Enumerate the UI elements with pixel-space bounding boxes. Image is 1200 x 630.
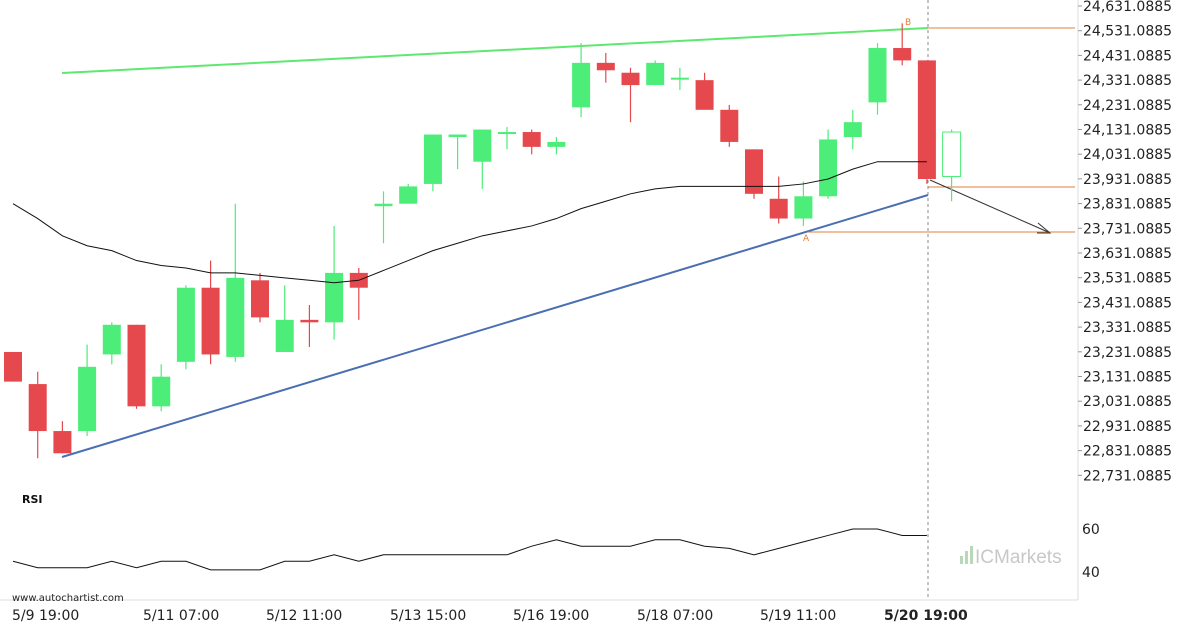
candle-up <box>819 139 838 197</box>
brand-logo: ICMarkets <box>960 546 1062 568</box>
brand-text: ICMarkets <box>975 547 1062 568</box>
candle-down <box>893 48 912 61</box>
y-tick-label: 23,131.0885 <box>1083 370 1172 386</box>
projection-arrowhead <box>1037 222 1052 234</box>
candle-down <box>769 198 788 219</box>
candle-down <box>300 319 319 323</box>
y-tick-label: 23,831.0885 <box>1083 197 1172 213</box>
candle-up <box>843 122 862 137</box>
candle-down <box>127 324 146 407</box>
candle-down <box>695 80 714 110</box>
y-tick-label: 23,431.0885 <box>1083 295 1172 311</box>
candle-down <box>745 149 763 194</box>
x-tick-label: 5/19 11:00 <box>760 608 836 624</box>
x-tick-label: 5/18 07:00 <box>637 608 713 624</box>
candle-up <box>498 132 516 135</box>
y-tick-label: 24,631.0885 <box>1083 0 1172 15</box>
candle-down <box>621 72 640 86</box>
y-tick-label: 22,731.0885 <box>1083 468 1172 484</box>
point-b-label: B <box>905 18 911 28</box>
x-tick-label: 5/13 15:00 <box>390 608 466 624</box>
x-tick-label: 5/9 19:00 <box>12 608 79 624</box>
candle-down <box>720 109 739 142</box>
y-tick-label: 23,631.0885 <box>1083 246 1172 262</box>
y-tick-label: 23,331.0885 <box>1083 320 1172 336</box>
upper-trendline <box>61 27 929 74</box>
rsi-tick-60: 60 <box>1082 522 1100 538</box>
y-tick-label: 22,831.0885 <box>1083 444 1172 460</box>
candle-down <box>917 60 936 179</box>
candle-down <box>53 431 72 454</box>
candle-down <box>251 280 269 318</box>
candle-down <box>522 132 541 147</box>
candle-up <box>152 376 171 407</box>
candle-up <box>646 62 665 86</box>
y-tick-label: 22,931.0885 <box>1083 419 1172 435</box>
candle-up <box>473 129 492 162</box>
candle-up <box>794 196 813 219</box>
x-tick-label: 5/11 07:00 <box>143 608 219 624</box>
candles <box>4 23 962 459</box>
rsi-line <box>12 528 927 571</box>
y-tick-label: 24,531.0885 <box>1083 24 1172 40</box>
y-tick-label: 23,231.0885 <box>1083 345 1172 361</box>
candle-up <box>670 77 689 80</box>
candle-down <box>4 351 22 382</box>
candle-down <box>28 384 47 432</box>
candle-up <box>102 324 121 355</box>
y-tick-label: 23,731.0885 <box>1083 221 1172 237</box>
candle-up <box>176 287 195 362</box>
y-tick-label: 24,231.0885 <box>1083 98 1172 114</box>
price-axis: 24,631.0885 24,531.0885 24,431.0885 24,331.… <box>1078 0 1172 484</box>
point-a-label: A <box>803 234 810 244</box>
watermark-url: www.autochartist.com <box>12 593 124 604</box>
y-tick-label: 23,031.0885 <box>1083 394 1172 410</box>
candle-up <box>868 48 887 103</box>
y-tick-label: 24,131.0885 <box>1083 123 1172 139</box>
moving-average-line <box>12 161 927 284</box>
rsi-tick-40: 40 <box>1082 565 1100 581</box>
candle-up <box>448 134 467 137</box>
candle-up <box>275 319 294 352</box>
projection-arrow <box>929 179 1049 233</box>
candle-up <box>572 62 591 108</box>
y-tick-label: 23,931.0885 <box>1083 172 1172 188</box>
candle-up <box>423 134 442 184</box>
candle-up <box>374 203 393 207</box>
candle-up <box>399 186 418 204</box>
candle-down <box>201 287 220 355</box>
candle-down <box>596 62 615 71</box>
candle-up <box>78 366 97 432</box>
candle-up <box>942 131 962 178</box>
time-axis: 5/9 19:00 5/11 07:00 5/12 11:00 5/13 15:00 5… <box>12 608 968 624</box>
x-tick-label: 5/12 11:00 <box>266 608 342 624</box>
lower-trendline <box>61 194 929 458</box>
rsi-label: RSI <box>22 493 43 506</box>
candle-up <box>547 141 566 147</box>
candle-up <box>325 272 344 323</box>
y-tick-label: 24,331.0885 <box>1083 73 1172 89</box>
x-tick-label: 5/20 19:00 <box>884 608 968 624</box>
x-tick-label: 5/16 19:00 <box>513 608 589 624</box>
y-tick-label: 24,431.0885 <box>1083 48 1172 64</box>
y-tick-label: 24,031.0885 <box>1083 147 1172 163</box>
candle-up <box>226 277 245 357</box>
y-tick-label: 23,531.0885 <box>1083 271 1172 287</box>
